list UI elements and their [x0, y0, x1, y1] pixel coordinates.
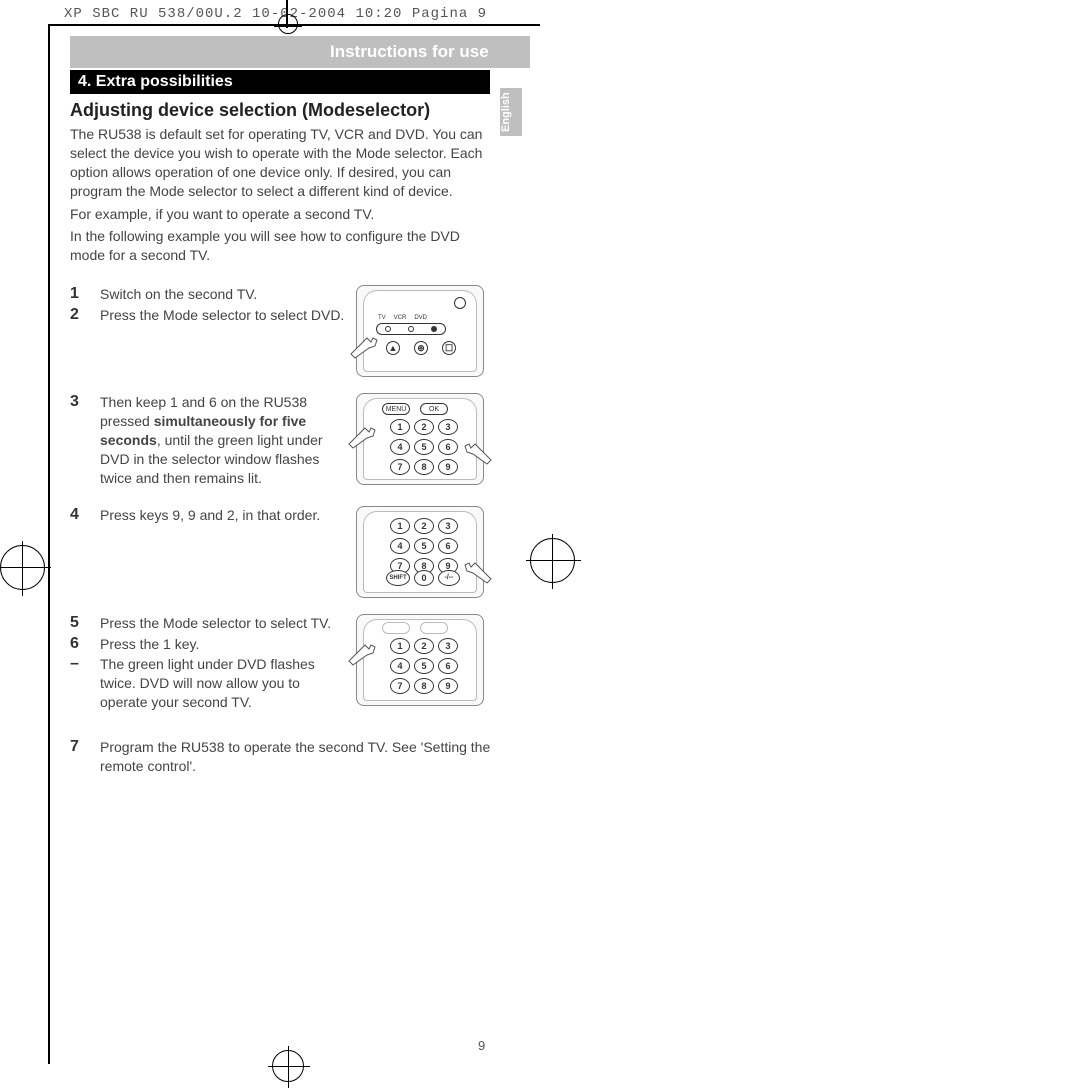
step-text: Press the Mode selector to select TV. [100, 614, 356, 633]
remote-key-icon: 8 [414, 459, 434, 475]
step-item: 5 Press the Mode selector to select TV. [70, 614, 356, 633]
mode-label: TV [378, 315, 386, 321]
step-item: 3 Then keep 1 and 6 on the RU538 pressed… [70, 393, 356, 487]
ok-key-icon [420, 622, 448, 634]
remote-key-icon: 8 [414, 678, 434, 694]
step-text: The green light under DVD flashes twice.… [100, 655, 356, 712]
crop-line-icon [48, 24, 50, 1064]
remote-illustration-icon: TV VCR DVD ▲ ⊕ ☐ [356, 285, 484, 377]
step-text: Press the 1 key. [100, 635, 356, 654]
step-text: Switch on the second TV. [100, 285, 356, 304]
remote-key-icon: 0 [414, 570, 434, 586]
step-item: 4 Press keys 9, 9 and 2, in that order. [70, 506, 356, 525]
remote-key-icon: 9 [438, 459, 458, 475]
mode-label: VCR [394, 315, 407, 321]
remote-key-icon: 2 [414, 419, 434, 435]
step-number: 3 [70, 393, 100, 411]
crop-header-text: XP SBC RU 538/00U.2 10-02-2004 10:20 Pag… [64, 6, 487, 22]
remote-key-icon: 2 [414, 638, 434, 654]
step-item: 1 Switch on the second TV. [70, 285, 356, 304]
steps-list: 1 Switch on the second TV. 2 Press the M… [70, 285, 530, 776]
remote-key-icon: SHIFT [386, 570, 410, 586]
step-number: 5 [70, 614, 100, 632]
step-number: 4 [70, 506, 100, 524]
section-title-bar: 4. Extra possibilities [70, 70, 490, 94]
remote-key-icon: 3 [438, 419, 458, 435]
menu-key-icon: MENU [382, 403, 410, 415]
page-content: Instructions for use 4. Extra possibilit… [70, 36, 530, 778]
remote-key-icon: 5 [414, 439, 434, 455]
remote-key-icon: 3 [438, 518, 458, 534]
remote-key-icon: ▲ [386, 341, 400, 355]
registration-mark-icon [272, 1050, 304, 1082]
remote-key-icon: 6 [438, 439, 458, 455]
intro-paragraph: In the following example you will see ho… [70, 227, 490, 265]
remote-key-icon: 4 [390, 658, 410, 674]
remote-key-icon: 1 [390, 638, 410, 654]
remote-key-icon: 1 [390, 419, 410, 435]
instructions-bar: Instructions for use [70, 36, 530, 68]
subtitle: Adjusting device selection (Modeselector… [70, 100, 530, 121]
step-text: Program the RU538 to operate the second … [100, 738, 530, 776]
intro-paragraph: For example, if you want to operate a se… [70, 205, 490, 224]
remote-key-icon: ☐ [442, 341, 456, 355]
step-number: 2 [70, 306, 100, 324]
remote-key-icon: 5 [414, 658, 434, 674]
remote-key-icon: 6 [438, 658, 458, 674]
remote-key-icon: -/-- [438, 570, 460, 586]
registration-mark-icon [0, 545, 45, 590]
remote-key-icon: 7 [390, 678, 410, 694]
remote-key-icon: 3 [438, 638, 458, 654]
step-item: 6 Press the 1 key. [70, 635, 356, 654]
registration-mark-icon [530, 538, 575, 583]
remote-key-icon: 2 [414, 518, 434, 534]
remote-key-icon: ⊕ [414, 341, 428, 355]
step-number: 6 [70, 635, 100, 653]
ok-key-icon: OK [420, 403, 448, 415]
page-number: 9 [478, 1038, 485, 1053]
crop-line-icon [48, 24, 540, 26]
step-item: 2 Press the Mode selector to select DVD. [70, 306, 356, 325]
remote-key-icon: 4 [390, 538, 410, 554]
remote-illustration-icon: MENU OK 1 2 3 4 5 6 7 8 9 [356, 393, 484, 485]
step-item: 7 Program the RU538 to operate the secon… [70, 738, 530, 776]
remote-key-icon: 6 [438, 538, 458, 554]
remote-key-icon: 4 [390, 439, 410, 455]
step-text: Press keys 9, 9 and 2, in that order. [100, 506, 356, 525]
menu-key-icon [382, 622, 410, 634]
power-icon [454, 297, 466, 309]
remote-key-icon: 7 [390, 459, 410, 475]
step-bullet: – [70, 655, 100, 673]
mode-label: DVD [414, 315, 427, 321]
step-number: 1 [70, 285, 100, 303]
remote-illustration-icon: 1 2 3 4 5 6 7 8 9 SHIFT 0 -/-- [356, 506, 484, 598]
step-text: Press the Mode selector to select DVD. [100, 306, 356, 325]
step-item: – The green light under DVD flashes twic… [70, 655, 356, 712]
remote-key-icon: 1 [390, 518, 410, 534]
intro-paragraph: The RU538 is default set for operating T… [70, 125, 490, 201]
remote-key-icon: 9 [438, 678, 458, 694]
remote-key-icon: 5 [414, 538, 434, 554]
remote-illustration-icon: 1 2 3 4 5 6 7 8 9 [356, 614, 484, 706]
step-number: 7 [70, 738, 100, 756]
step-text: Then keep 1 and 6 on the RU538 pressed s… [100, 393, 356, 487]
